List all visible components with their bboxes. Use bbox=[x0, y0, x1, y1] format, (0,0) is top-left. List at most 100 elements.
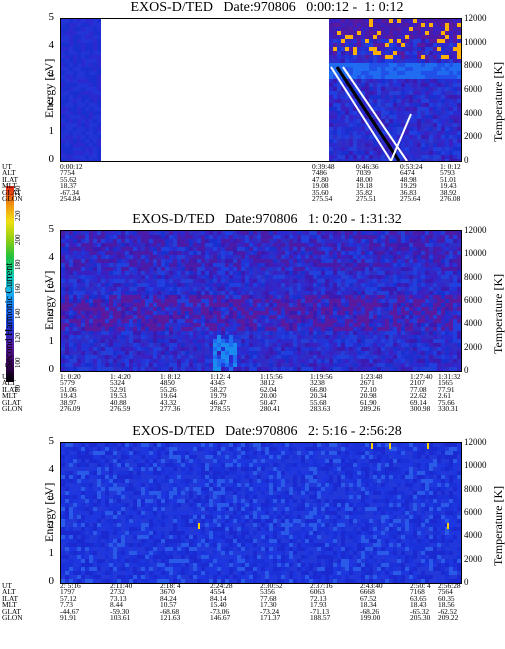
spectrogram-cell bbox=[393, 347, 397, 351]
spectrogram-cell bbox=[345, 31, 349, 35]
spectrogram-cell bbox=[369, 55, 373, 59]
spectrogram-cell bbox=[437, 115, 441, 119]
spectrogram-cell bbox=[129, 243, 133, 247]
spectrogram-cell bbox=[125, 291, 129, 295]
spectrogram-cell bbox=[161, 267, 165, 271]
spectrogram-cell bbox=[341, 351, 345, 355]
spectrogram-cell bbox=[369, 47, 373, 51]
spectrogram-cell bbox=[197, 291, 201, 295]
spectrogram-cell bbox=[313, 263, 317, 267]
spectrogram-cell bbox=[69, 255, 73, 259]
spectrogram-cell bbox=[93, 139, 97, 143]
spectrogram-cell bbox=[229, 347, 233, 351]
spectrogram-cell bbox=[437, 55, 441, 59]
spectrogram-cell bbox=[73, 19, 77, 23]
spectrogram-cell bbox=[457, 19, 461, 23]
spectrogram-cell bbox=[157, 267, 161, 271]
spectrogram-cell bbox=[121, 307, 125, 311]
spectrogram-cell bbox=[377, 287, 381, 291]
spectrogram-cell bbox=[361, 59, 365, 63]
spectrogram-cell bbox=[381, 295, 385, 299]
spectrogram-cell bbox=[97, 275, 101, 279]
spectrogram-cell bbox=[81, 343, 85, 347]
spectrogram-cell bbox=[125, 327, 129, 331]
spectrogram-cell bbox=[385, 59, 389, 63]
spectrogram-cell bbox=[377, 55, 381, 59]
spectrogram-cell bbox=[333, 355, 337, 359]
spectrogram-cell bbox=[149, 283, 153, 287]
spectrogram-cell bbox=[417, 363, 421, 367]
spectrogram-cell bbox=[125, 343, 129, 347]
spectrogram-cell bbox=[361, 283, 365, 287]
spectrogram-cell bbox=[317, 331, 321, 335]
spectrogram-cell bbox=[257, 295, 261, 299]
spectrogram-cell bbox=[81, 47, 85, 51]
spectrogram-cell bbox=[241, 315, 245, 319]
spectrogram-cell bbox=[77, 335, 81, 339]
spectrogram-cell bbox=[201, 247, 205, 251]
spectrogram-cell bbox=[389, 335, 393, 339]
spectrogram-cell bbox=[149, 295, 153, 299]
spectrogram-cell bbox=[449, 79, 453, 83]
spectrogram-cell bbox=[305, 331, 309, 335]
spectrogram-cell bbox=[181, 339, 185, 343]
spectrogram-cell bbox=[253, 303, 257, 307]
spectrogram-cell bbox=[381, 267, 385, 271]
spectrogram-cell bbox=[373, 323, 377, 327]
spectrogram-cell bbox=[357, 139, 361, 143]
spectrogram-cell bbox=[393, 231, 397, 235]
spectrogram-cell bbox=[441, 75, 445, 79]
spectrogram-cell bbox=[265, 355, 269, 359]
spectrogram-cell bbox=[361, 159, 365, 161]
spectrogram-cell bbox=[81, 27, 85, 31]
spectrogram-cell bbox=[413, 351, 417, 355]
spectrogram-cell bbox=[417, 235, 421, 239]
spectrogram-cell bbox=[237, 295, 241, 299]
spectrogram-cell bbox=[429, 255, 433, 259]
spectrogram-cell bbox=[69, 35, 73, 39]
spectrogram-cell bbox=[169, 339, 173, 343]
spectrogram-cell bbox=[297, 323, 301, 327]
spectrogram-cell bbox=[245, 283, 249, 287]
spectrogram-cell bbox=[401, 303, 405, 307]
spectrogram-cell bbox=[413, 327, 417, 331]
spectrogram-cell bbox=[117, 307, 121, 311]
spectrogram-cell bbox=[349, 147, 353, 151]
spectrogram-cell bbox=[449, 95, 453, 99]
panel-1: EXOS-D/TED Date:970806 0:00:12 - 1: 0:12… bbox=[0, 0, 505, 214]
spectrogram-cell bbox=[429, 123, 433, 127]
spectrogram-cell bbox=[181, 259, 185, 263]
spectrogram-cell bbox=[405, 19, 409, 23]
right-tick-label: 2000 bbox=[464, 131, 482, 142]
spectrogram-cell bbox=[69, 139, 73, 143]
spectrogram-cell bbox=[437, 335, 441, 339]
spectrogram-cell bbox=[125, 283, 129, 287]
spectrogram-cell bbox=[393, 59, 397, 63]
spectrogram-cell bbox=[113, 347, 117, 351]
spectrogram-cell bbox=[149, 339, 153, 343]
spectrogram-cell bbox=[125, 367, 129, 371]
spectrogram-cell bbox=[405, 83, 409, 87]
spectrogram-cell bbox=[81, 263, 85, 267]
spectrogram-cell bbox=[377, 27, 381, 31]
spectrogram-cell bbox=[417, 139, 421, 143]
spectrogram-cell bbox=[357, 67, 361, 71]
spectrogram-cell bbox=[133, 307, 137, 311]
spectrogram-cell bbox=[213, 343, 217, 347]
spectrogram-cell bbox=[109, 299, 113, 303]
spectrogram-cell bbox=[457, 75, 461, 79]
spectrogram-cell bbox=[81, 279, 85, 283]
spectrogram-cell bbox=[333, 19, 337, 23]
spectrogram-cell bbox=[361, 87, 365, 91]
spectrogram-cell bbox=[389, 323, 393, 327]
spectrogram-cell bbox=[69, 67, 73, 71]
spectrogram-cell bbox=[305, 363, 309, 367]
spectrogram-cell bbox=[349, 359, 353, 363]
spectrogram-cell bbox=[445, 259, 449, 263]
spectrogram-cell bbox=[373, 131, 377, 135]
spectrogram-cell bbox=[333, 235, 337, 239]
spectrogram-cell bbox=[421, 339, 425, 343]
spectrogram-cell bbox=[77, 331, 81, 335]
spectrogram-cell bbox=[237, 323, 241, 327]
spectrogram-cell bbox=[265, 343, 269, 347]
